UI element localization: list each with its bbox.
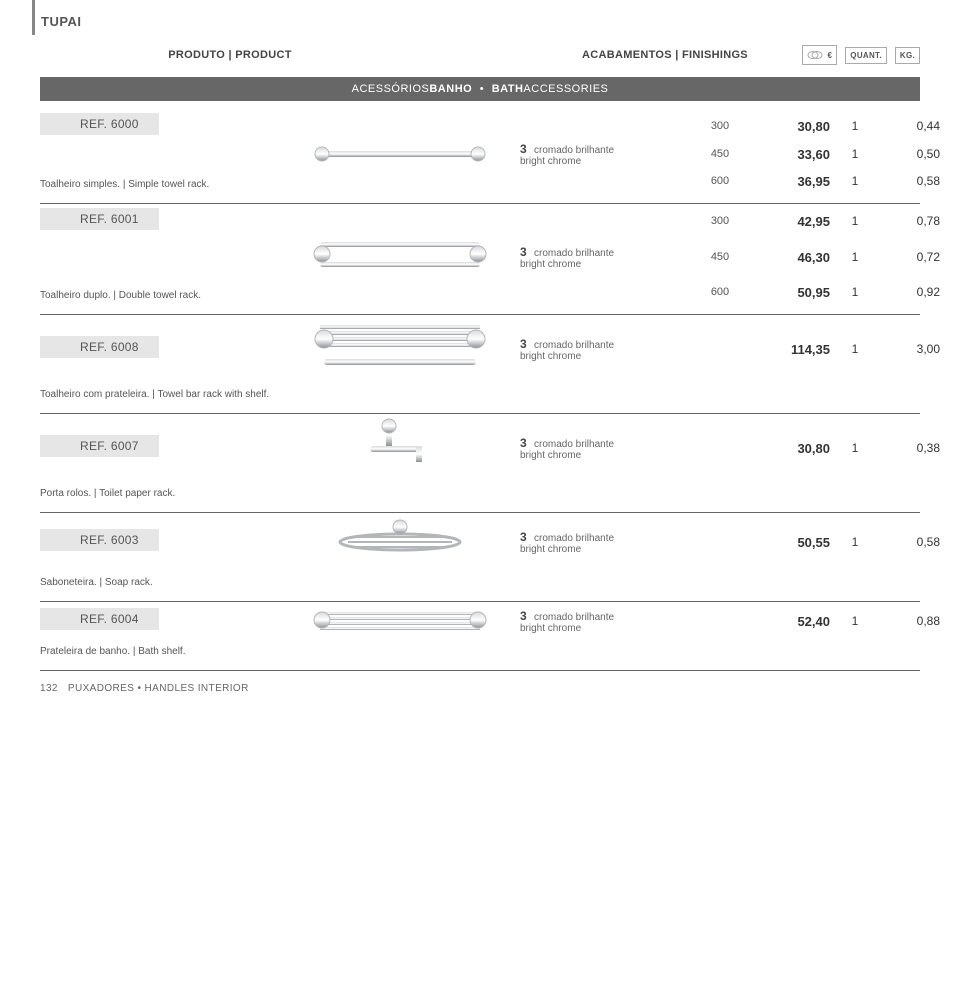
ref-chip: REF. 6003 <box>40 529 159 551</box>
page-number: 132 <box>40 683 58 694</box>
product-block: REF. 6004 3cromado brilhantebright chrom… <box>40 602 920 671</box>
variant-qty: 1 <box>830 285 880 299</box>
variant-qty: 1 <box>830 441 880 455</box>
variant-price: 50,55 <box>750 535 830 550</box>
variant-price: 50,95 <box>750 285 830 300</box>
variant-kg: 0,78 <box>880 214 940 228</box>
variant-qty: 1 <box>830 614 880 628</box>
ref-chip: REF. 6004 <box>40 608 159 630</box>
variant-kg: 0,88 <box>880 614 940 628</box>
product-desc: Toalheiro simples. | Simple towel rack. <box>40 173 300 190</box>
variant-price: 30,80 <box>750 441 830 456</box>
variant-qty: 1 <box>830 342 880 356</box>
variant-kg: 0,72 <box>880 250 940 264</box>
product-desc: Toalheiro duplo. | Double towel rack. <box>40 284 300 301</box>
variant-qty: 1 <box>830 147 880 161</box>
variant-price: 33,60 <box>750 147 830 162</box>
header-finishings: ACABAMENTOS | FINISHINGS <box>540 49 790 61</box>
variant-price: 42,95 <box>750 214 830 229</box>
variant-size: 300 <box>690 120 750 132</box>
brand-logo: TUPAI <box>32 0 920 35</box>
variant-qty: 1 <box>830 119 880 133</box>
product-block: REF. 6008 3cromado brilhantebright chrom… <box>40 315 920 414</box>
variant-kg: 0,58 <box>880 535 940 549</box>
variant-qty: 1 <box>830 250 880 264</box>
variant-kg: 0,38 <box>880 441 940 455</box>
variant-kg: 3,00 <box>880 342 940 356</box>
footer-text: PUXADORES • HANDLES INTERIOR <box>68 683 249 694</box>
variant-qty: 1 <box>830 535 880 549</box>
variant-kg: 0,50 <box>880 147 940 161</box>
variant-price: 114,35 <box>750 342 830 357</box>
product-block: REF. 6000 300 30,80 1 0,44 3cromado bril… <box>40 109 920 204</box>
variant-price: 52,40 <box>750 614 830 629</box>
variant-qty: 1 <box>830 174 880 188</box>
euro-icon: € <box>802 45 838 65</box>
product-block: REF. 6007 3cromado brilhantebright chrom… <box>40 414 920 513</box>
variant-kg: 0,44 <box>880 119 940 133</box>
page-footer: 132 PUXADORES • HANDLES INTERIOR <box>40 671 920 694</box>
ref-chip: REF. 6007 <box>40 435 159 457</box>
product-desc: Prateleira de banho. | Bath shelf. <box>40 640 300 657</box>
variant-kg: 0,92 <box>880 285 940 299</box>
variant-size: 450 <box>690 251 750 263</box>
variant-size: 300 <box>690 215 750 227</box>
quant-icon: QUANT. <box>845 47 887 64</box>
product-block: REF. 6003 3cromado brilhantebright chrom… <box>40 513 920 602</box>
variant-size: 450 <box>690 148 750 160</box>
product-block: REF. 6001 300 42,95 1 0,78 3cromado bril… <box>40 204 920 315</box>
variant-qty: 1 <box>830 214 880 228</box>
product-desc: Toalheiro com prateleira. | Towel bar ra… <box>40 383 300 400</box>
product-desc: Saboneteira. | Soap rack. <box>40 571 300 588</box>
ref-chip: REF. 6008 <box>40 336 159 358</box>
ref-chip: REF. 6000 <box>40 113 159 135</box>
ref-chip: REF. 6001 <box>40 208 159 230</box>
variant-kg: 0,58 <box>880 174 940 188</box>
variant-size: 600 <box>690 175 750 187</box>
category-band: ACESSÓRIOSBANHO • BATHACCESSORIES <box>40 77 920 101</box>
product-desc: Porta rolos. | Toilet paper rack. <box>40 482 300 499</box>
variant-price: 46,30 <box>750 250 830 265</box>
kg-icon: KG. <box>895 47 920 64</box>
header-product: PRODUTO | PRODUCT <box>40 49 420 61</box>
variant-price: 30,80 <box>750 119 830 134</box>
column-header-row: PRODUTO | PRODUCT ACABAMENTOS | FINISHIN… <box>40 35 920 73</box>
variant-size: 600 <box>690 286 750 298</box>
variant-price: 36,95 <box>750 174 830 189</box>
